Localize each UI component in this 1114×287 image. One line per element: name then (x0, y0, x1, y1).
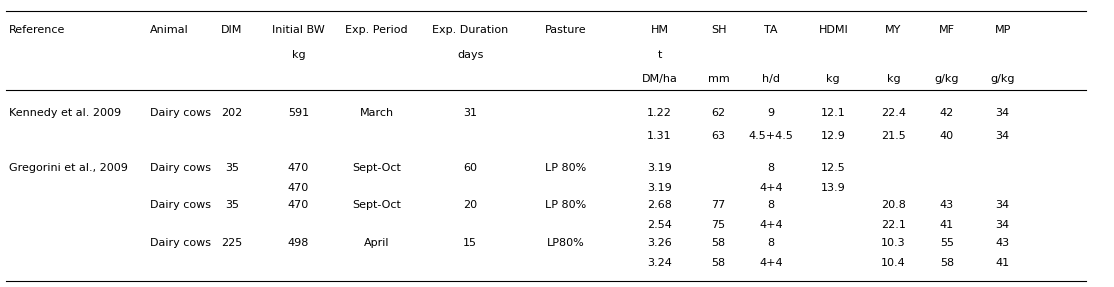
Text: 12.5: 12.5 (821, 163, 846, 173)
Text: 22.4: 22.4 (881, 108, 906, 118)
Text: 20.8: 20.8 (881, 200, 906, 210)
Text: 20: 20 (463, 200, 477, 210)
Text: DIM: DIM (221, 25, 243, 35)
Text: g/kg: g/kg (935, 74, 959, 84)
Text: 34: 34 (996, 131, 1009, 141)
Text: kg: kg (887, 74, 900, 84)
Text: 8: 8 (768, 163, 774, 173)
Text: 470: 470 (287, 183, 310, 193)
Text: Dairy cows: Dairy cows (150, 200, 212, 210)
Text: HM: HM (651, 25, 668, 35)
Text: 58: 58 (712, 238, 725, 247)
Text: 31: 31 (463, 108, 477, 118)
Text: LP 80%: LP 80% (545, 200, 587, 210)
Text: 58: 58 (712, 258, 725, 267)
Text: 9: 9 (768, 108, 774, 118)
Text: days: days (457, 50, 483, 59)
Text: Exp. Period: Exp. Period (345, 25, 408, 35)
Text: 8: 8 (768, 238, 774, 247)
Text: mm: mm (707, 74, 730, 84)
Text: h/d: h/d (762, 74, 780, 84)
Text: g/kg: g/kg (990, 74, 1015, 84)
Text: 470: 470 (287, 163, 310, 173)
Text: Sept-Oct: Sept-Oct (352, 163, 401, 173)
Text: 42: 42 (940, 108, 954, 118)
Text: 4+4: 4+4 (759, 258, 783, 267)
Text: 202: 202 (221, 108, 243, 118)
Text: 77: 77 (712, 200, 725, 210)
Text: 225: 225 (221, 238, 243, 247)
Text: 470: 470 (287, 200, 310, 210)
Text: 55: 55 (940, 238, 954, 247)
Text: LP80%: LP80% (547, 238, 585, 247)
Text: 10.4: 10.4 (881, 258, 906, 267)
Text: DM/ha: DM/ha (642, 74, 677, 84)
Text: 3.19: 3.19 (647, 163, 672, 173)
Text: MY: MY (886, 25, 901, 35)
Text: 1.31: 1.31 (647, 131, 672, 141)
Text: 15: 15 (463, 238, 477, 247)
Text: 591: 591 (289, 108, 309, 118)
Text: 41: 41 (996, 258, 1009, 267)
Text: 34: 34 (996, 200, 1009, 210)
Text: kg: kg (292, 50, 305, 59)
Text: Animal: Animal (150, 25, 189, 35)
Text: 4+4: 4+4 (759, 183, 783, 193)
Text: 62: 62 (712, 108, 725, 118)
Text: 13.9: 13.9 (821, 183, 846, 193)
Text: Gregorini et al., 2009: Gregorini et al., 2009 (9, 163, 128, 173)
Text: 43: 43 (940, 200, 954, 210)
Text: Reference: Reference (9, 25, 66, 35)
Text: 12.9: 12.9 (821, 131, 846, 141)
Text: 35: 35 (225, 200, 238, 210)
Text: April: April (364, 238, 389, 247)
Text: 8: 8 (768, 200, 774, 210)
Text: LP 80%: LP 80% (545, 163, 587, 173)
Text: SH: SH (711, 25, 726, 35)
Text: 34: 34 (996, 108, 1009, 118)
Text: 34: 34 (996, 220, 1009, 230)
Text: 3.19: 3.19 (647, 183, 672, 193)
Text: 63: 63 (712, 131, 725, 141)
Text: 12.1: 12.1 (821, 108, 846, 118)
Text: Dairy cows: Dairy cows (150, 238, 212, 247)
Text: 1.22: 1.22 (647, 108, 672, 118)
Text: Dairy cows: Dairy cows (150, 108, 212, 118)
Text: Pasture: Pasture (545, 25, 587, 35)
Text: 35: 35 (225, 163, 238, 173)
Text: 41: 41 (940, 220, 954, 230)
Text: 10.3: 10.3 (881, 238, 906, 247)
Text: Dairy cows: Dairy cows (150, 163, 212, 173)
Text: 43: 43 (996, 238, 1009, 247)
Text: 4.5+4.5: 4.5+4.5 (749, 131, 793, 141)
Text: 22.1: 22.1 (881, 220, 906, 230)
Text: 4+4: 4+4 (759, 220, 783, 230)
Text: 498: 498 (287, 238, 310, 247)
Text: Initial BW: Initial BW (272, 25, 325, 35)
Text: Exp. Duration: Exp. Duration (432, 25, 508, 35)
Text: MP: MP (995, 25, 1010, 35)
Text: t: t (657, 50, 662, 59)
Text: 75: 75 (712, 220, 725, 230)
Text: 2.54: 2.54 (647, 220, 672, 230)
Text: TA: TA (764, 25, 778, 35)
Text: 3.24: 3.24 (647, 258, 672, 267)
Text: 21.5: 21.5 (881, 131, 906, 141)
Text: 40: 40 (940, 131, 954, 141)
Text: 60: 60 (463, 163, 477, 173)
Text: MF: MF (939, 25, 955, 35)
Text: 2.68: 2.68 (647, 200, 672, 210)
Text: 3.26: 3.26 (647, 238, 672, 247)
Text: kg: kg (827, 74, 840, 84)
Text: Kennedy et al. 2009: Kennedy et al. 2009 (9, 108, 121, 118)
Text: HDMI: HDMI (819, 25, 848, 35)
Text: Sept-Oct: Sept-Oct (352, 200, 401, 210)
Text: March: March (360, 108, 393, 118)
Text: 58: 58 (940, 258, 954, 267)
